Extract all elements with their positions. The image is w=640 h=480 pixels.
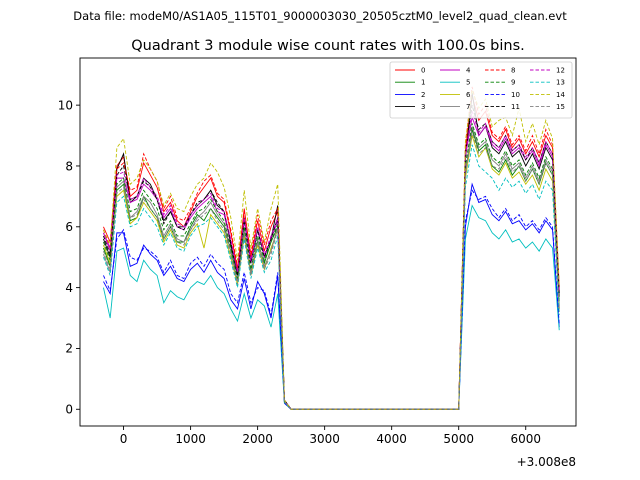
legend-label: 0: [421, 67, 425, 75]
legend-label: 8: [511, 67, 515, 75]
series-line-8: [103, 86, 560, 410]
y-tick-label: 6: [65, 220, 73, 234]
x-axis-offset-label: +3.008e8: [517, 455, 576, 469]
y-axis: 0 2 4 6 8 10: [58, 98, 80, 417]
legend-label: 3: [421, 103, 425, 111]
series-line-11: [103, 105, 560, 410]
plot-frame: [79, 57, 577, 427]
data-file-suptitle: Data file: modeM0/AS1A05_115T01_90000030…: [73, 9, 567, 23]
x-tick-label: 1000: [175, 432, 206, 446]
legend-label: 5: [466, 79, 470, 87]
y-tick-label: 10: [58, 98, 73, 112]
legend-box: [389, 61, 573, 119]
legend-label: 9: [511, 79, 515, 87]
series-line-15: [103, 132, 560, 410]
legend-label: 10: [511, 91, 520, 99]
x-tick-label: 3000: [309, 432, 340, 446]
x-tick-label: 6000: [510, 432, 541, 446]
legend-label: 15: [556, 103, 565, 111]
y-tick-label: 8: [65, 159, 73, 173]
y-tick-label: 4: [65, 281, 73, 295]
x-tick-label: 2000: [242, 432, 273, 446]
series-line-12: [103, 111, 560, 410]
legend-label: 14: [556, 91, 565, 99]
legend-label: 11: [511, 103, 520, 111]
legend-label: 7: [466, 103, 470, 111]
x-axis: 0 1000 2000 3000 4000 5000 6000: [120, 426, 541, 446]
legend-label: 4: [466, 67, 471, 75]
x-tick-label: 5000: [443, 432, 474, 446]
legend-label: 6: [466, 91, 471, 99]
legend-label: 12: [556, 67, 565, 75]
legend-label: 1: [421, 79, 425, 87]
series-line-10: [103, 189, 560, 410]
series-layer: [103, 86, 560, 410]
y-tick-label: 2: [65, 342, 73, 356]
y-tick-label: 0: [65, 403, 73, 417]
series-line-9: [103, 123, 560, 410]
series-line-13: [103, 144, 560, 410]
series-line-2: [103, 182, 560, 410]
legend-label: 2: [421, 91, 425, 99]
chart-title: Quadrant 3 module wise count rates with …: [131, 38, 525, 54]
x-tick-label: 0: [120, 432, 128, 446]
legend-label: 13: [556, 79, 565, 87]
x-tick-label: 4000: [376, 432, 407, 446]
